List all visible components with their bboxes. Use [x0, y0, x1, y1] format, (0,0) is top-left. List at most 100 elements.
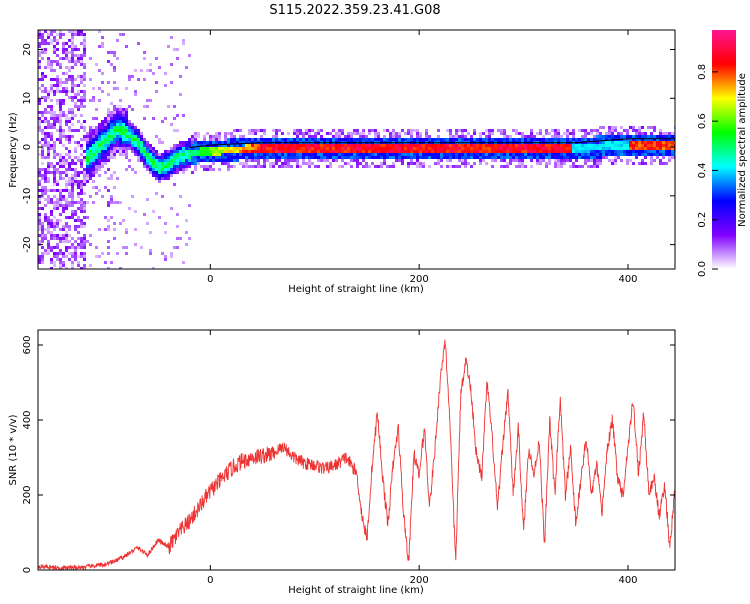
spectrogram-cell	[71, 45, 74, 48]
spectrogram-cell	[425, 144, 428, 147]
spectrogram-cell	[491, 132, 494, 135]
spectrogram-cell	[485, 144, 488, 147]
spectrogram-cell	[176, 156, 179, 159]
spectrogram-cell	[77, 60, 80, 63]
spectrogram-cell	[413, 150, 416, 153]
spectrogram-cell	[509, 135, 512, 138]
spectrogram-cell	[629, 144, 632, 147]
spectrogram-cell	[137, 135, 140, 138]
spectrogram-cell	[581, 129, 584, 132]
spectrogram-cell	[224, 138, 227, 141]
spectrogram-cell	[458, 135, 461, 138]
spectrogram-cell	[566, 129, 569, 132]
spectrogram-cell	[362, 153, 365, 156]
spectrogram-cell	[233, 156, 236, 159]
spectrogram-cell	[299, 165, 302, 168]
spectrogram-cell	[155, 159, 158, 162]
spectrogram-cell	[428, 150, 431, 153]
spectrogram-cell	[545, 162, 548, 165]
spectrogram-cell	[68, 39, 71, 42]
spectrogram-cell	[92, 186, 95, 189]
spectrogram-cell	[575, 138, 578, 141]
spectrogram-cell	[83, 192, 86, 195]
spectrogram-cell	[56, 39, 59, 42]
spectrogram-cell	[350, 159, 353, 162]
spectrogram-cell	[47, 120, 50, 123]
spectrogram-cell	[608, 144, 611, 147]
spectrogram-cell	[200, 153, 203, 156]
spectrogram-cell	[458, 147, 461, 150]
spectrogram-cell	[101, 123, 104, 126]
spectrogram-cell	[68, 216, 71, 219]
spectrogram-cell	[194, 165, 197, 168]
spectrogram-cell	[365, 153, 368, 156]
spectrogram-cell	[443, 153, 446, 156]
spectrogram-cell	[113, 123, 116, 126]
spectrogram-cell	[473, 129, 476, 132]
spectrogram-cell	[500, 153, 503, 156]
spectrogram-cell	[59, 138, 62, 141]
spectrogram-cell	[56, 255, 59, 258]
spectrogram-cell	[62, 144, 65, 147]
spectrogram-cell	[479, 144, 482, 147]
spectrogram-cell	[656, 150, 659, 153]
spectrogram-cell	[572, 153, 575, 156]
spectrogram-cell	[356, 153, 359, 156]
spectrogram-cell	[473, 153, 476, 156]
spectrogram-cell	[116, 138, 119, 141]
snr-line-layer	[38, 339, 675, 570]
spectrogram-cell	[305, 132, 308, 135]
spectrogram-cell	[242, 150, 245, 153]
spectrogram-cell	[194, 135, 197, 138]
spectrogram-cell	[107, 201, 110, 204]
spectrogram-cell	[158, 174, 161, 177]
spectrogram-cell	[446, 153, 449, 156]
spectrogram-cell	[143, 156, 146, 159]
spectrogram-cell	[659, 135, 662, 138]
spectrogram-cell	[98, 126, 101, 129]
spectrogram-cell	[164, 150, 167, 153]
spectrogram-cell	[599, 144, 602, 147]
spectrogram-cell	[650, 159, 653, 162]
spectrogram-cell	[227, 141, 230, 144]
spectrogram-cell	[149, 168, 152, 171]
spectrogram-cell	[107, 93, 110, 96]
spectrogram-cell	[581, 150, 584, 153]
spectrogram-cell	[71, 210, 74, 213]
spectrogram-cell	[269, 150, 272, 153]
spectrogram-cell	[41, 225, 44, 228]
spectrogram-cell	[83, 90, 86, 93]
spectrogram-cell	[449, 153, 452, 156]
spectrogram-cell	[182, 144, 185, 147]
spectrogram-cell	[92, 159, 95, 162]
spectrogram-cell	[161, 159, 164, 162]
spectrogram-cell	[38, 129, 41, 132]
spectrogram-cell	[53, 225, 56, 228]
spectrogram-cell	[113, 120, 116, 123]
spectrogram-cell	[620, 153, 623, 156]
spectrogram-cell	[215, 150, 218, 153]
spectrogram-cell	[122, 111, 125, 114]
spectrogram-cell	[317, 144, 320, 147]
spectrogram-cell	[242, 141, 245, 144]
spectrogram-cell	[590, 132, 593, 135]
spectrogram-cell	[314, 132, 317, 135]
spectrogram-cell	[371, 150, 374, 153]
spectrogram-cell	[62, 240, 65, 243]
spectrogram-cell	[140, 135, 143, 138]
spectrogram-cell	[95, 132, 98, 135]
snr-y-tick-label: 200	[22, 485, 33, 504]
spectrogram-cell	[401, 150, 404, 153]
spectrogram-cell	[206, 132, 209, 135]
spectrogram-cell	[155, 135, 158, 138]
spectrogram-cell	[107, 120, 110, 123]
spectrogram-cell	[98, 123, 101, 126]
spectrogram-cell	[623, 153, 626, 156]
spectrogram-cell	[143, 162, 146, 165]
spectrogram-cell	[95, 138, 98, 141]
spectrogram-cell	[38, 198, 41, 201]
spectrogram-cell	[461, 132, 464, 135]
spectrogram-cell	[668, 132, 671, 135]
spectrogram-cell	[293, 129, 296, 132]
